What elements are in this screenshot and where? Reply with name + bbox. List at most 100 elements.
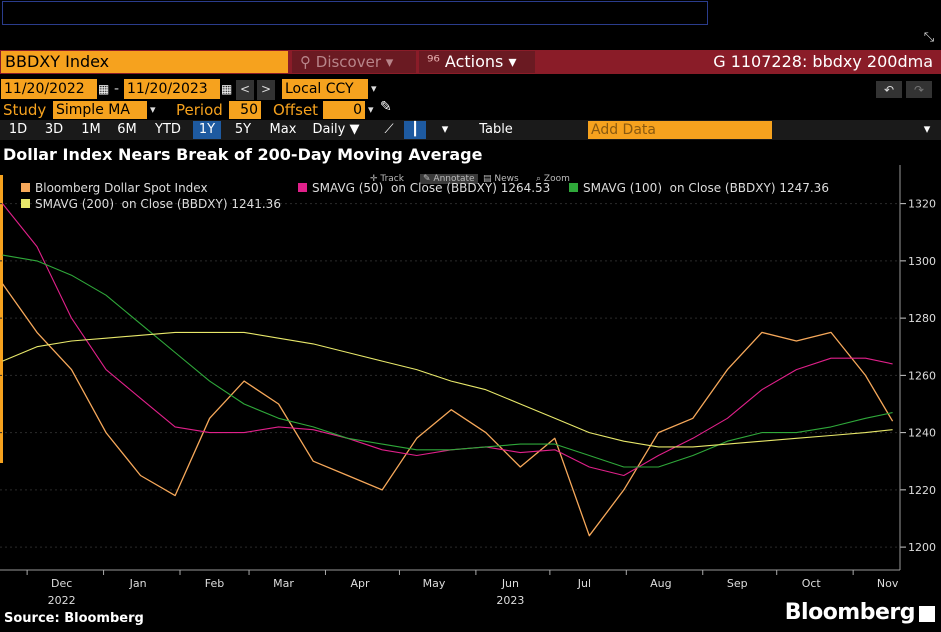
track-button[interactable]: ✛ Track xyxy=(370,174,404,184)
discover-label: Discover xyxy=(315,53,381,71)
next-period-button[interactable]: > xyxy=(257,80,275,100)
study-label: Study xyxy=(3,101,47,119)
series-line-price xyxy=(1,283,894,537)
table-button[interactable]: Table xyxy=(479,122,513,137)
price-chart[interactable]: 1200 1220 1240 1260 1280 1300 1320 Dec Jan Feb Mar… xyxy=(0,165,941,610)
x-tick-label: Feb xyxy=(205,577,224,590)
legend-label: SMAVG (100) on Close (BBDXY) 1247.36 xyxy=(583,181,829,195)
chart-background xyxy=(0,165,941,610)
actions-button[interactable]: ⁹⁶ Actions ▾ xyxy=(419,51,535,73)
legend-label: Bloomberg Dollar Spot Index xyxy=(35,181,208,195)
track-label: Track xyxy=(380,174,404,184)
x-tick-label: Aug xyxy=(650,577,671,590)
period-label: Period xyxy=(176,101,223,119)
y-tick-label: 1220 xyxy=(908,484,936,497)
ticker-field[interactable]: BBDXY Index xyxy=(1,51,288,73)
legend-swatch xyxy=(21,199,30,208)
pencil-icon[interactable]: ✎ xyxy=(380,99,392,115)
x-tick-label: Jun xyxy=(501,577,519,590)
legend-swatch xyxy=(298,183,307,192)
x-tick-label: Jan xyxy=(129,577,147,590)
chevron-down-icon: ▾ xyxy=(503,52,517,71)
range-1d-button[interactable]: 1D xyxy=(8,122,28,137)
currency-select[interactable]: Local CCY xyxy=(282,79,368,99)
legend-item-price[interactable]: Bloomberg Dollar Spot Index xyxy=(21,180,208,196)
annotate-icon: ✎ xyxy=(423,174,434,184)
series-line-sma100 xyxy=(2,254,893,468)
news-label: News xyxy=(494,174,519,184)
chevron-down-icon: ▼ xyxy=(345,122,360,137)
expand-icon[interactable]: ⤡ xyxy=(923,30,935,45)
calendar-icon[interactable]: ▦ xyxy=(221,82,233,96)
offset-input[interactable]: 0 xyxy=(323,101,365,119)
range-1y-button[interactable]: 1Y xyxy=(193,121,221,139)
chevron-down-icon[interactable]: ▾ xyxy=(923,122,931,137)
range-ytd-button[interactable]: YTD xyxy=(155,122,181,137)
range-5y-button[interactable]: 5Y xyxy=(234,122,252,137)
x-tick-label: Oct xyxy=(802,577,822,590)
discover-button[interactable]: ⚲ Discover ▾ xyxy=(292,51,416,73)
y-tick-label: 1320 xyxy=(908,198,936,211)
undo-icon[interactable]: ↶ xyxy=(876,81,902,98)
actions-label: Actions xyxy=(444,52,504,71)
period-input[interactable]: 50 xyxy=(229,101,261,119)
x-tick-label: May xyxy=(423,577,446,590)
chart-title: Dollar Index Nears Break of 200-Day Movi… xyxy=(3,145,483,164)
discover-icon: ⚲ xyxy=(300,53,316,71)
redo-icon[interactable]: ↷ xyxy=(906,81,932,98)
legend-item-sma100[interactable]: SMAVG (100) on Close (BBDXY) 1247.36 xyxy=(569,180,829,196)
legend-swatch xyxy=(569,183,578,192)
zoom-label: Zoom xyxy=(543,174,570,184)
x-year-label: 2022 xyxy=(48,594,76,607)
date-separator: - xyxy=(114,81,120,97)
source-note: Source: Bloomberg xyxy=(4,611,144,626)
x-tick-label: Jul xyxy=(577,577,591,590)
legend-label: SMAVG (50) on Close (BBDXY) 1264.53 xyxy=(312,181,551,195)
zoom-button[interactable]: ⌕ Zoom xyxy=(536,174,570,184)
chevron-down-icon: ▾ xyxy=(381,53,394,71)
legend-swatch xyxy=(21,183,30,192)
range-1m-button[interactable]: 1M xyxy=(81,122,101,137)
chevron-down-icon[interactable]: ▾ xyxy=(368,103,374,116)
chevron-down-icon[interactable]: ▾ xyxy=(371,82,377,95)
zoom-icon: ⌕ xyxy=(536,174,544,184)
x-tick-label: Apr xyxy=(350,577,370,590)
y-tick-label: 1300 xyxy=(908,255,936,268)
y-tick-label: 1260 xyxy=(908,369,936,382)
graph-title: G 1107228: bbdxy 200dma xyxy=(713,52,933,71)
end-date-field[interactable]: 11/20/2023 xyxy=(124,79,220,99)
chevron-down-icon[interactable]: ▾ xyxy=(441,122,449,137)
y-tick-label: 1200 xyxy=(908,541,936,554)
command-line-input[interactable] xyxy=(2,1,708,25)
add-data-input[interactable]: Add Data xyxy=(588,121,772,139)
annotate-button[interactable]: ✎ Annotate xyxy=(420,174,478,184)
frequency-select[interactable]: Daily ▼ xyxy=(308,121,364,139)
x-year-label: 2023 xyxy=(496,594,524,607)
actions-icon: ⁹⁶ xyxy=(427,52,445,71)
x-tick-label: Nov xyxy=(877,577,899,590)
axis-layer: 1200 1220 1240 1260 1280 1300 1320 Dec Jan Feb Mar… xyxy=(0,165,936,607)
track-icon: ✛ xyxy=(370,174,381,184)
news-button[interactable]: ▤ News xyxy=(483,174,519,184)
study-select[interactable]: Simple MA xyxy=(53,101,147,119)
bar-chart-icon[interactable]: ┃ xyxy=(404,121,426,139)
bloomberg-logo: Bloomberg xyxy=(784,600,916,625)
range-3d-button[interactable]: 3D xyxy=(44,122,64,137)
chevron-down-icon[interactable]: ▾ xyxy=(150,103,156,116)
chart-left-edge-marker xyxy=(0,175,3,463)
range-6m-button[interactable]: 6M xyxy=(117,122,137,137)
line-chart-icon[interactable]: ⟋ xyxy=(384,122,394,137)
frequency-label: Daily xyxy=(312,122,346,137)
series-layer xyxy=(1,203,894,537)
calendar-icon[interactable]: ▦ xyxy=(98,82,110,96)
prev-period-button[interactable]: < xyxy=(236,80,254,100)
news-icon: ▤ xyxy=(483,174,495,184)
annotate-label: Annotate xyxy=(433,174,475,184)
bloomberg-logo-mark xyxy=(919,606,935,622)
start-date-field[interactable]: 11/20/2022 xyxy=(1,79,97,99)
range-max-button[interactable]: Max xyxy=(269,122,297,137)
offset-label: Offset xyxy=(273,101,319,119)
legend-item-sma200[interactable]: SMAVG (200) on Close (BBDXY) 1241.36 xyxy=(21,196,281,212)
grid xyxy=(0,203,900,548)
legend-item-sma50[interactable]: SMAVG (50) on Close (BBDXY) 1264.53 xyxy=(298,180,550,196)
